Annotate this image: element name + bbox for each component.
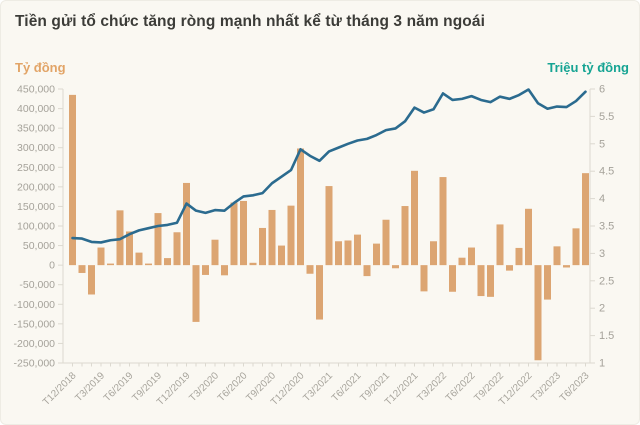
x-axis-tick-label: T3/2019 [73,370,107,404]
bar [78,265,86,273]
right-axis-tick-label: 5 [599,138,605,150]
left-axis-tick-label: 50,000 [23,240,55,252]
bar [515,247,523,266]
x-axis-tick-label: T3/2020 [187,370,221,404]
right-axis-tick-label: 3.5 [599,221,614,233]
bar [88,265,95,295]
bar [268,209,276,266]
bar [192,265,200,322]
left-axis-tick-label: 450,000 [17,84,55,96]
right-axis-tick-label: 5.5 [599,111,614,123]
bar [420,265,428,292]
bar [135,252,143,266]
x-axis-tick-label: T3/2022 [415,370,449,404]
bar [458,257,466,266]
right-axis-tick-label: 1.5 [599,330,614,342]
right-axis-tick-label: 2 [599,303,605,315]
left-axis-tick-label: 350,000 [17,123,55,135]
deposit-line [71,88,587,244]
left-axis-tick-label: 0 [49,260,55,272]
x-axis-tick-label: T3/2021 [301,370,335,404]
x-axis-tick-label: T6/2019 [102,370,136,404]
right-axis-tick-label: 4 [599,193,605,205]
bar [572,228,580,266]
left-axis-tick-label: 200,000 [17,181,55,193]
bar [202,265,209,275]
x-axis-tick-label: T6/2023 [558,370,592,404]
left-axis-tick-label: -200,000 [14,338,56,350]
bar [164,258,171,266]
x-axis-tick-label: T12/2018 [41,370,79,408]
right-axis-tick-label: 1 [599,358,605,370]
bar [306,265,314,274]
left-axis-tick-label: 250,000 [17,162,55,174]
bar [211,239,219,266]
bar [582,173,589,266]
bar [325,186,333,266]
right-axis-tick-label: 3 [599,248,605,260]
bar [487,265,494,297]
x-axis-tick-label: T6/2022 [444,370,478,404]
bar [126,231,133,266]
left-axis-tick-label: 150,000 [17,201,55,213]
right-axis-tick-label: 6 [599,84,605,96]
bar [316,265,323,320]
bar [97,247,105,266]
bar [240,200,247,266]
bar [278,245,285,266]
left-axis-tick-label: 300,000 [17,142,55,154]
bar [563,265,570,268]
bar [401,206,409,266]
bar [525,208,532,266]
left-axis-unit-label: Tỷ đồng [15,60,66,75]
bar [468,247,475,266]
right-axis-tick-label: 4.5 [599,166,614,178]
left-axis-tick-label: -150,000 [14,318,56,330]
bar [534,265,542,361]
bar [411,170,418,266]
x-axis-tick-label: T6/2020 [216,370,250,404]
bar [363,265,371,277]
bar [69,94,76,266]
bar [344,240,352,266]
bar [173,232,181,266]
bar [373,243,380,266]
bar [145,263,152,266]
bar [107,263,114,266]
bar [430,241,437,266]
bar [449,265,456,292]
bar [506,265,513,271]
bar [221,265,228,276]
left-axis-tick-label: -50,000 [19,279,55,291]
bar [297,148,304,266]
bar [354,234,361,266]
bar [230,202,238,266]
right-axis-unit-label: Triệu tỷ đồng [547,60,629,75]
right-axis-tick-label: 2.5 [599,275,614,287]
x-axis-tick-label: T6/2021 [330,370,364,404]
bar [544,265,551,300]
bar [382,219,390,266]
bar [259,227,266,266]
bar [553,246,561,266]
bar [183,182,190,266]
left-axis-tick-label: 100,000 [17,221,55,233]
bar [154,213,162,266]
bar [392,265,399,269]
page-title: Tiền gửi tổ chức tăng ròng mạnh nhất kể … [15,13,485,30]
x-axis-tick-label: T3/2023 [529,370,563,404]
left-axis-tick-label: -100,000 [14,299,56,311]
bar [477,265,485,297]
left-axis-tick-label: 400,000 [17,103,55,115]
bar [287,205,295,266]
bar [496,224,504,266]
bar [249,262,257,266]
bar [439,177,447,266]
bar [335,241,342,266]
left-axis-tick-label: -250,000 [14,358,56,370]
